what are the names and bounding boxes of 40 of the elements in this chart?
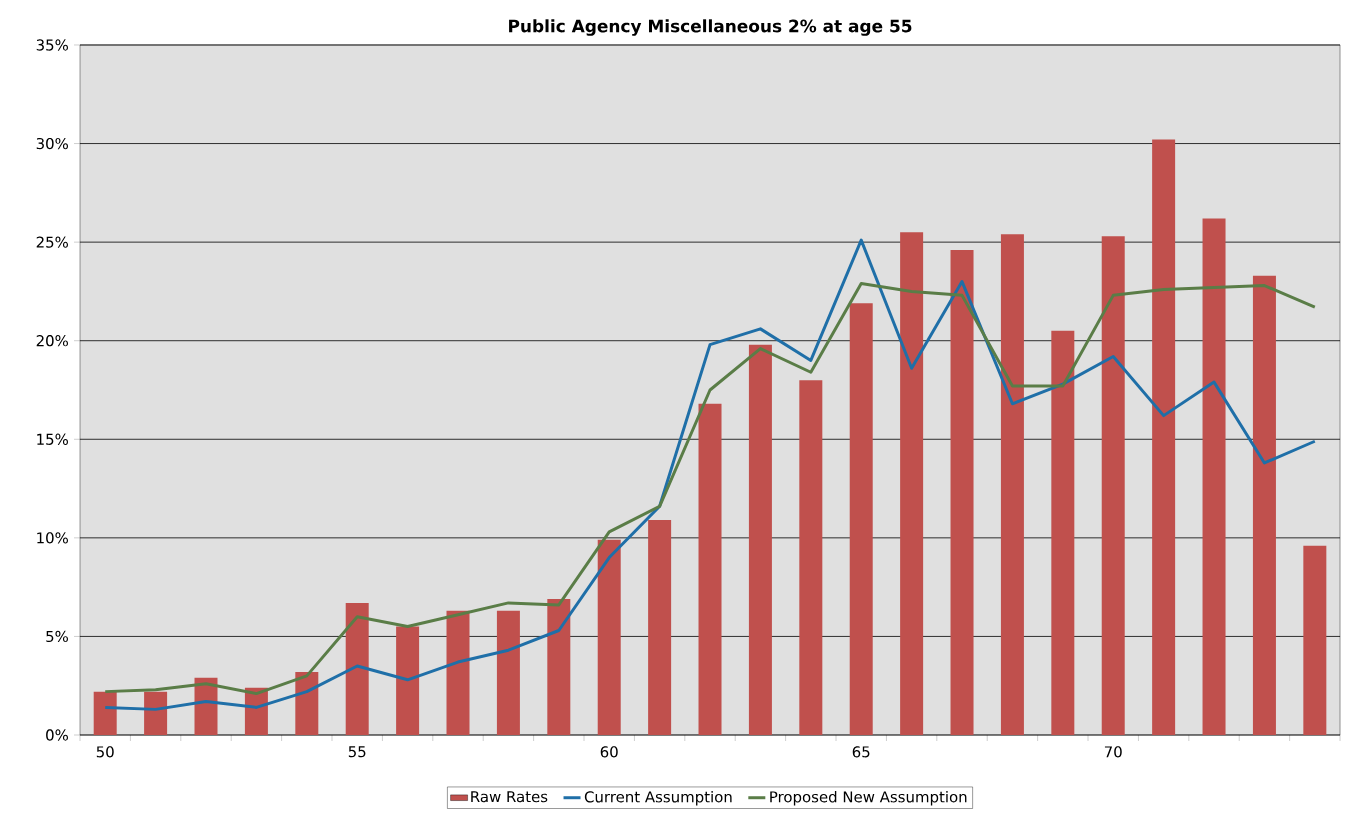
bar bbox=[547, 598, 571, 735]
x-tick-label: 70 bbox=[1104, 746, 1122, 758]
bar bbox=[1000, 234, 1024, 735]
x-tick-label: 55 bbox=[348, 746, 366, 758]
bar bbox=[648, 520, 672, 735]
bar bbox=[597, 539, 621, 735]
y-tick-label: 25% bbox=[36, 236, 68, 248]
y-tick-label: 35% bbox=[36, 39, 68, 51]
bar bbox=[295, 671, 319, 735]
bar bbox=[698, 403, 722, 735]
bar bbox=[748, 344, 772, 735]
bar bbox=[446, 610, 470, 735]
bar bbox=[93, 691, 117, 735]
bar bbox=[1252, 275, 1276, 735]
bar bbox=[1101, 236, 1125, 735]
legend-label: Current Assumption bbox=[584, 790, 732, 806]
y-tick-label: 5% bbox=[46, 630, 68, 643]
bar bbox=[1303, 545, 1327, 735]
y-tick-label: 20% bbox=[36, 335, 68, 347]
bar bbox=[900, 232, 924, 735]
y-tick-label: 15% bbox=[37, 433, 68, 445]
bar bbox=[345, 602, 369, 735]
bar bbox=[144, 691, 168, 735]
x-tick-label: 50 bbox=[96, 746, 114, 758]
bar bbox=[950, 250, 974, 735]
x-tick-label: 65 bbox=[852, 746, 870, 758]
legend-label: Proposed New Assumption bbox=[770, 790, 967, 806]
x-tick-label: 60 bbox=[600, 746, 618, 758]
bar bbox=[849, 303, 873, 735]
bar bbox=[496, 610, 520, 735]
y-tick-label: 10% bbox=[37, 532, 68, 544]
bar bbox=[1051, 330, 1075, 735]
chart-title: Public Agency Miscellaneous 2% at age 55 bbox=[509, 19, 912, 36]
bar bbox=[799, 380, 823, 735]
y-tick-label: 0% bbox=[46, 729, 68, 741]
bar bbox=[396, 626, 420, 735]
y-tick-label: 30% bbox=[36, 137, 68, 150]
bar bbox=[1152, 139, 1176, 735]
legend-label: Raw Rates bbox=[471, 791, 548, 803]
bar bbox=[1202, 218, 1226, 735]
